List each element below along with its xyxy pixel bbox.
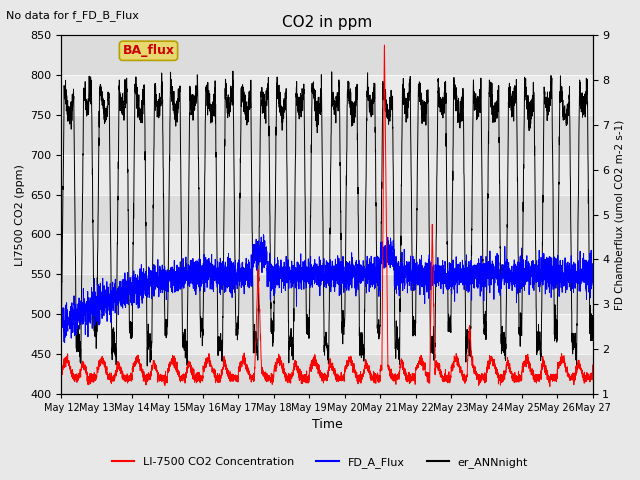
Text: No data for f_FD_B_Flux: No data for f_FD_B_Flux bbox=[6, 10, 140, 21]
Bar bbox=[61, 36, 593, 75]
Text: BA_flux: BA_flux bbox=[122, 44, 175, 57]
Bar bbox=[61, 155, 593, 195]
Bar bbox=[61, 235, 593, 275]
Legend: LI-7500 CO2 Concentration, FD_A_Flux, er_ANNnight: LI-7500 CO2 Concentration, FD_A_Flux, er… bbox=[108, 452, 532, 472]
Bar bbox=[61, 195, 593, 235]
Bar bbox=[61, 275, 593, 314]
Y-axis label: FD Chamberflux (umol CO2 m-2 s-1): FD Chamberflux (umol CO2 m-2 s-1) bbox=[615, 120, 625, 310]
Bar bbox=[61, 75, 593, 115]
Title: CO2 in ppm: CO2 in ppm bbox=[282, 15, 372, 30]
Bar bbox=[61, 314, 593, 354]
X-axis label: Time: Time bbox=[312, 419, 342, 432]
Y-axis label: LI7500 CO2 (ppm): LI7500 CO2 (ppm) bbox=[15, 164, 25, 265]
Bar bbox=[61, 354, 593, 394]
Bar bbox=[61, 115, 593, 155]
